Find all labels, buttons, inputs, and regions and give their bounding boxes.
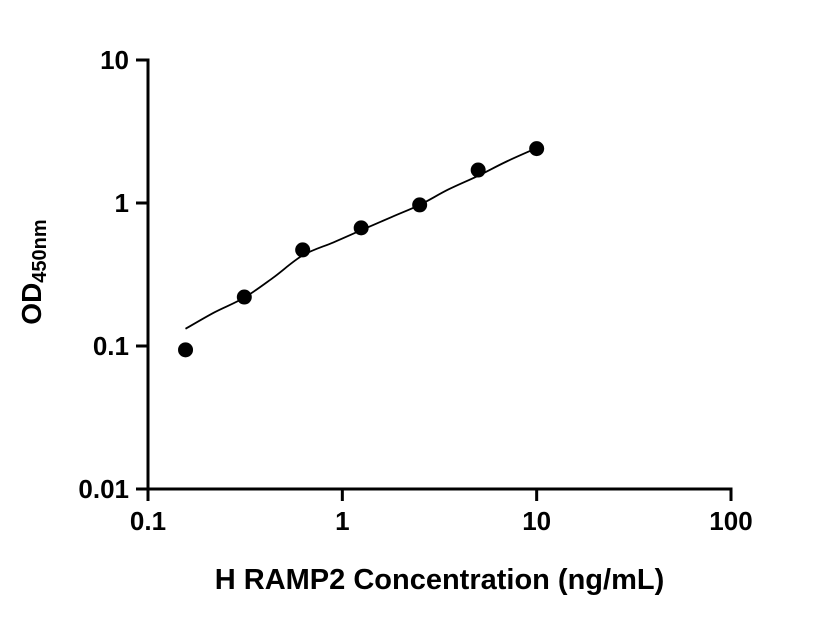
data-point [178,342,194,358]
data-point [529,141,545,157]
fit-curve [185,147,538,330]
x-tick-label: 100 [709,506,752,536]
x-tick-label: 1 [335,506,349,536]
data-point [295,242,311,258]
y-tick-label: 0.1 [93,331,129,361]
x-tick-label: 10 [522,506,551,536]
y-tick-label: 0.01 [78,474,129,504]
y-axis-title-main: OD [16,282,47,325]
x-axis-title: H RAMP2 Concentration (ng/mL) [214,564,665,596]
data-point [470,162,486,178]
data-point [236,289,252,305]
y-tick-label: 1 [115,188,129,218]
data-point [353,220,369,236]
y-tick-label: 10 [100,45,129,75]
y-axis-title: OD450nm [16,219,51,325]
x-tick-label: 0.1 [130,506,166,536]
data-point [412,197,428,213]
y-axis-title-sub: 450nm [29,219,51,283]
